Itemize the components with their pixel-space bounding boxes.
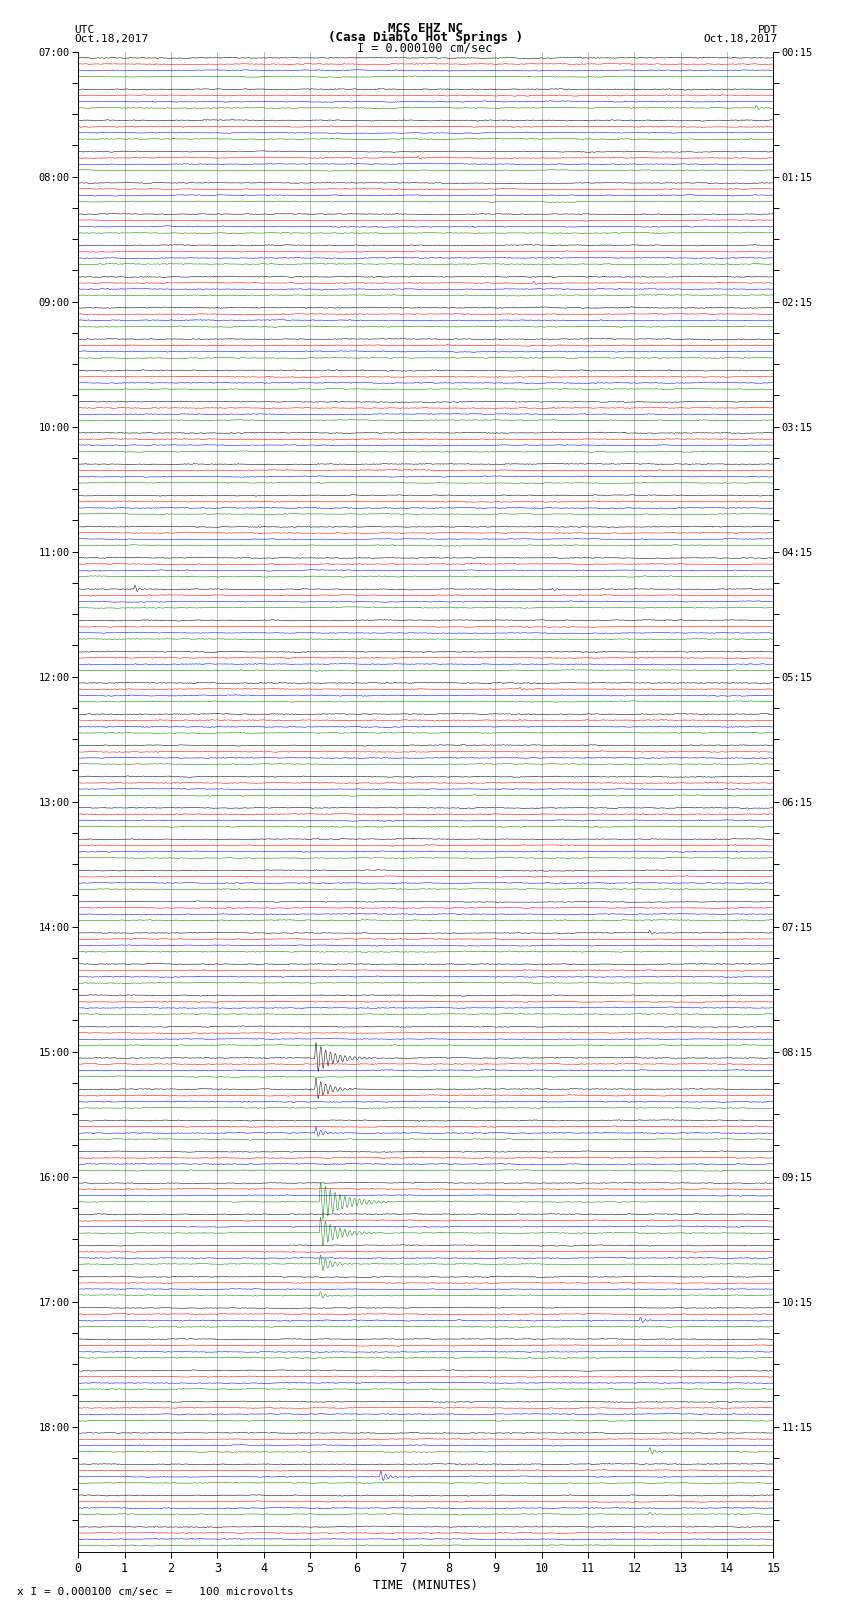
Text: (Casa Diablo Hot Springs ): (Casa Diablo Hot Springs )	[327, 31, 523, 44]
X-axis label: TIME (MINUTES): TIME (MINUTES)	[373, 1579, 479, 1592]
Text: x I = 0.000100 cm/sec =    100 microvolts: x I = 0.000100 cm/sec = 100 microvolts	[17, 1587, 294, 1597]
Text: Oct.18,2017: Oct.18,2017	[74, 34, 148, 44]
Text: I = 0.000100 cm/sec: I = 0.000100 cm/sec	[357, 40, 493, 53]
Text: PDT: PDT	[757, 24, 778, 35]
Text: Oct.18,2017: Oct.18,2017	[704, 34, 778, 44]
Text: UTC: UTC	[74, 24, 94, 35]
Text: MCS EHZ NC: MCS EHZ NC	[388, 21, 462, 35]
